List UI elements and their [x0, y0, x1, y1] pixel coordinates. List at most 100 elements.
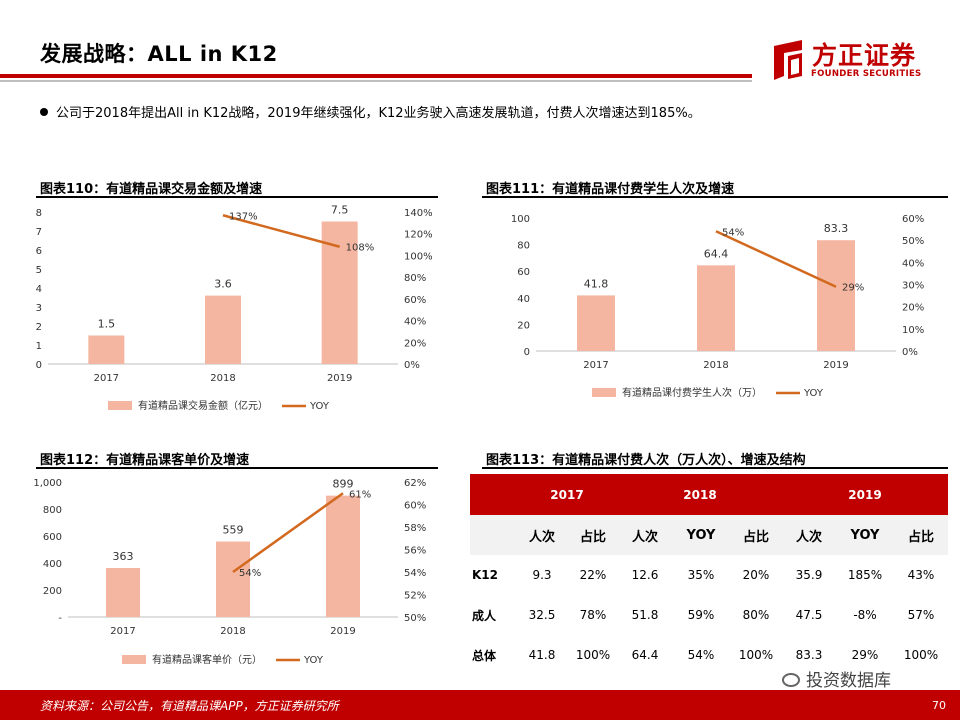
footer-source: 资料来源：公司公告，有道精品课APP，方正证券研究所 — [40, 699, 339, 713]
y-right-tick-label: 56% — [404, 546, 426, 557]
y-right-tick-label: 140% — [404, 208, 433, 219]
table-cell: 83.3 — [795, 648, 823, 662]
yoy-value-label: 54% — [722, 227, 744, 238]
bar-value-label: 83.3 — [824, 222, 849, 235]
table-cell: 185% — [847, 568, 883, 582]
table-cell: 43% — [907, 568, 935, 582]
y-left-tick-label: 1 — [36, 341, 42, 352]
table-cell: 35% — [687, 568, 715, 582]
bar — [216, 541, 250, 617]
y-left-tick-label: 2 — [36, 322, 42, 333]
chart-110-rule — [36, 196, 438, 198]
chart-112-rule — [36, 467, 438, 469]
table-cell: 29% — [851, 648, 879, 662]
wechat-icon — [782, 673, 800, 687]
table-column-header: YOY — [672, 515, 730, 555]
y-right-tick-label: 58% — [404, 523, 426, 534]
table-cell: 47.5 — [795, 608, 823, 622]
logo-name: 方正证券 — [812, 41, 917, 70]
founder-logo-icon — [774, 40, 802, 80]
bar — [697, 265, 735, 351]
y-right-tick-label: 40% — [902, 258, 924, 269]
y-right-tick-label: 54% — [404, 568, 426, 579]
bullet-dot-icon — [40, 108, 48, 116]
bar — [321, 221, 358, 364]
table-cell: 80% — [742, 608, 770, 622]
x-tick-label: 2017 — [110, 626, 135, 637]
x-tick-label: 2019 — [330, 626, 355, 637]
table-cell: 59% — [687, 608, 715, 622]
logo-english-name: FOUNDER SECURITIES — [811, 69, 922, 79]
table-cell: 57% — [907, 608, 935, 622]
x-tick-label: 2017 — [583, 360, 608, 371]
table-year-header-row: 2017 2018 2019 — [470, 474, 948, 515]
table-row: K12 9.3 22% 12.6 35% 20% 35.9 185% 43% — [470, 555, 948, 595]
y-right-tick-label: 52% — [404, 591, 426, 602]
x-tick-label: 2018 — [210, 373, 235, 384]
bar-value-label: 363 — [113, 550, 134, 563]
legend-bar-swatch — [122, 655, 146, 664]
paid-users-structure-table: 2017 2018 2019 人次 占比 人次 YOY 占比 人次 YOY 占比 K12 9.3… — [470, 474, 948, 675]
y-right-tick-label: 0% — [902, 347, 918, 358]
legend-line-label: YOY — [303, 655, 324, 666]
y-left-tick-label: 800 — [43, 505, 62, 516]
y-left-tick-label: 200 — [43, 586, 62, 597]
y-right-tick-label: 62% — [404, 478, 426, 489]
chart-111-paid-students: 0 20 40 60 80 100 0% 10% 20% 30% 40% 50% 60% 41.8 2017… — [511, 214, 924, 399]
table-column-header: 占比 — [568, 515, 618, 555]
table-column-header: 占比 — [894, 515, 948, 555]
yoy-value-label: 108% — [346, 243, 375, 254]
bar-value-label: 899 — [333, 478, 354, 491]
y-right-tick-label: 120% — [404, 230, 433, 241]
table-cell: 20% — [742, 568, 770, 582]
x-tick-label: 2019 — [823, 360, 848, 371]
yoy-line — [222, 214, 340, 248]
chart-112-unit-price: - 200 400 600 800 1,000 50% 52% 54% 56% 58% 60% 62% 3… — [33, 478, 426, 666]
y-right-tick-label: 50% — [404, 613, 426, 624]
bar — [817, 240, 855, 351]
y-left-tick-label: 20 — [517, 320, 530, 331]
bar-value-label: 7.5 — [331, 204, 349, 217]
title-rule — [0, 74, 752, 78]
table-column-header-row: 人次 占比 人次 YOY 占比 人次 YOY 占比 — [470, 515, 948, 555]
x-tick-label: 2019 — [327, 373, 352, 384]
table-row-header: 总体 — [472, 648, 497, 663]
y-right-tick-label: 10% — [902, 325, 924, 336]
table-cell: 12.6 — [631, 568, 659, 582]
bar — [88, 335, 125, 364]
bar — [577, 295, 615, 351]
table-column-header — [470, 515, 516, 555]
legend-bar-label: 有道精品课付费学生人次（万） — [622, 386, 762, 399]
y-right-tick-label: 60% — [404, 501, 426, 512]
table-year-header: 2017 — [516, 474, 618, 515]
page-number: 70 — [932, 699, 946, 712]
bar-value-label: 1.5 — [98, 318, 116, 331]
founder-logo: 方正证券 FOUNDER SECURITIES — [768, 38, 948, 82]
table-corner-cell — [470, 474, 516, 515]
yoy-line — [715, 230, 837, 288]
table-year-header: 2019 — [782, 474, 948, 515]
y-left-tick-label: 40 — [517, 294, 530, 305]
y-left-tick-label: 600 — [43, 532, 62, 543]
table-cell: 78% — [579, 608, 607, 622]
table-cell: 100% — [903, 648, 939, 662]
y-right-tick-label: 20% — [404, 338, 426, 349]
table-row-header: K12 — [472, 568, 498, 582]
bar-value-label: 41.8 — [584, 277, 609, 290]
y-right-tick-label: 30% — [902, 281, 924, 292]
y-left-tick-label: 80 — [517, 241, 530, 252]
chart-110-title: 图表110：有道精品课交易金额及增速 — [40, 182, 263, 197]
table-column-header: YOY — [836, 515, 894, 555]
y-right-tick-label: 50% — [902, 236, 924, 247]
table-cell: -8% — [853, 608, 877, 622]
chart-112-title: 图表112：有道精品课客单价及增速 — [40, 453, 250, 468]
y-left-tick-label: 5 — [36, 265, 42, 276]
y-right-tick-label: 60% — [404, 295, 426, 306]
table-row: 总体 41.8 100% 64.4 54% 100% 83.3 29% 100% — [470, 635, 948, 675]
y-left-tick-label: 400 — [43, 559, 62, 570]
x-tick-label: 2017 — [94, 373, 119, 384]
table-cell: 64.4 — [631, 648, 659, 662]
yoy-value-label: 29% — [842, 283, 864, 294]
bar — [205, 295, 241, 364]
y-left-tick-label: 7 — [36, 227, 42, 238]
